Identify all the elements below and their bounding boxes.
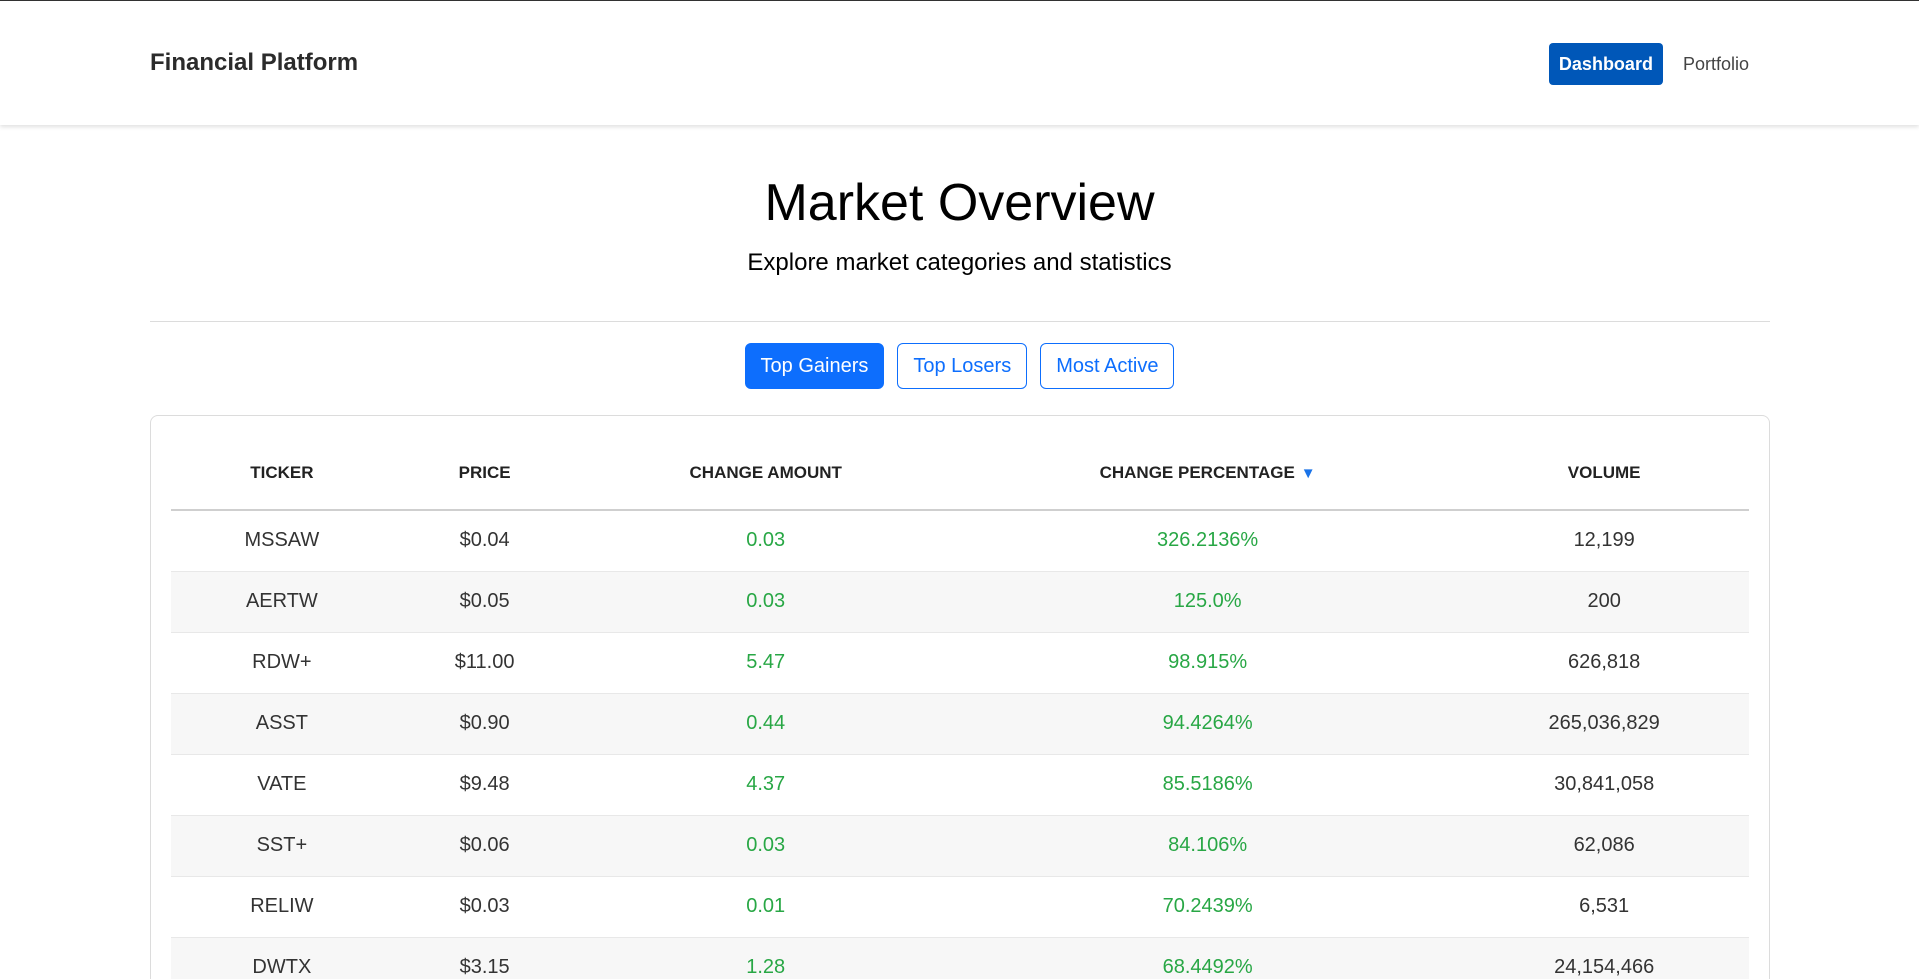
change-percentage-cell: 84.106% — [955, 815, 1460, 877]
price-cell: $0.05 — [393, 571, 576, 633]
hero-section: Market Overview Explore market categorie… — [150, 125, 1770, 277]
change-percentage-cell: 94.4264% — [955, 693, 1460, 755]
price-cell: $9.48 — [393, 754, 576, 816]
change-amount-cell: 0.44 — [576, 693, 956, 755]
change-percentage-cell: 85.5186% — [955, 754, 1460, 816]
main-content: Market Overview Explore market categorie… — [149, 125, 1770, 979]
volume-cell: 265,036,829 — [1459, 693, 1749, 755]
change-amount-cell: 0.03 — [576, 510, 956, 572]
ticker-cell: DWTX — [170, 937, 394, 979]
tab-top-losers[interactable]: Top Losers — [897, 343, 1028, 389]
tab-most-active[interactable]: Most Active — [1040, 343, 1175, 389]
table-row[interactable]: SST+ $0.06 0.03 84.106% 62,086 — [170, 815, 1749, 877]
divider — [149, 321, 1770, 322]
change-amount-cell: 5.47 — [576, 632, 956, 694]
change-amount-cell: 0.03 — [576, 571, 956, 633]
nav-dashboard-button[interactable]: Dashboard — [1548, 43, 1663, 85]
change-percentage-cell: 326.2136% — [955, 510, 1460, 572]
table-row[interactable]: RDW+ $11.00 5.47 98.915% 626,818 — [170, 632, 1749, 694]
table-row[interactable]: DWTX $3.15 1.28 68.4492% 24,154,466 — [170, 937, 1749, 979]
volume-cell: 6,531 — [1459, 876, 1749, 938]
change-percentage-cell: 70.2439% — [955, 876, 1460, 938]
brand-title[interactable]: Financial Platform — [150, 49, 359, 76]
volume-cell: 30,841,058 — [1459, 754, 1749, 816]
table-body: MSSAW $0.04 0.03 326.2136% 12,199 AERTW $0.05 0… — [170, 510, 1749, 979]
volume-cell: 24,154,466 — [1459, 937, 1749, 979]
change-amount-cell: 4.37 — [576, 754, 956, 816]
table-row[interactable]: RELIW $0.03 0.01 70.2439% 6,531 — [170, 876, 1749, 938]
price-cell: $0.90 — [393, 693, 576, 755]
ticker-cell: RDW+ — [170, 632, 394, 694]
table-row[interactable]: ASST $0.90 0.44 94.4264% 265,036,829 — [170, 693, 1749, 755]
column-header-price[interactable]: Price — [393, 436, 576, 511]
change-percentage-cell: 68.4492% — [955, 937, 1460, 979]
change-amount-cell: 1.28 — [576, 937, 956, 979]
top-navbar: Financial Platform Dashboard Portfolio — [0, 1, 1919, 125]
price-cell: $0.06 — [393, 815, 576, 877]
ticker-cell: SST+ — [170, 815, 394, 877]
nav-links: Dashboard Portfolio — [1548, 43, 1759, 85]
price-cell: $0.03 — [393, 876, 576, 938]
change-percentage-cell: 125.0% — [955, 571, 1460, 633]
ticker-cell: RELIW — [170, 876, 394, 938]
ticker-cell: AERTW — [170, 571, 394, 633]
tab-top-gainers[interactable]: Top Gainers — [744, 343, 885, 389]
ticker-cell: VATE — [170, 754, 394, 816]
column-header-change-percentage[interactable]: Change Percentage ▼ — [955, 436, 1460, 511]
market-table: Ticker Price Change Amount Change Percen… — [170, 436, 1749, 979]
price-cell: $11.00 — [393, 632, 576, 694]
table-header-row: Ticker Price Change Amount Change Percen… — [170, 436, 1749, 511]
ticker-cell: MSSAW — [170, 510, 394, 572]
volume-cell: 626,818 — [1459, 632, 1749, 694]
volume-cell: 62,086 — [1459, 815, 1749, 877]
page-title: Market Overview — [764, 174, 1155, 232]
column-header-ticker[interactable]: Ticker — [170, 436, 394, 511]
page-subtitle: Explore market categories and statistics — [747, 249, 1172, 276]
change-amount-cell: 0.03 — [576, 815, 956, 877]
column-header-change-amount[interactable]: Change Amount — [576, 436, 956, 511]
change-percentage-cell: 98.915% — [955, 632, 1460, 694]
change-amount-cell: 0.01 — [576, 876, 956, 938]
category-tabs: Top Gainers Top Losers Most Active — [150, 343, 1770, 389]
table-row[interactable]: MSSAW $0.04 0.03 326.2136% 12,199 — [170, 510, 1749, 572]
nav-portfolio-button[interactable]: Portfolio — [1673, 43, 1759, 85]
volume-cell: 12,199 — [1459, 510, 1749, 572]
volume-cell: 200 — [1459, 571, 1749, 633]
price-cell: $3.15 — [393, 937, 576, 979]
market-table-card: Ticker Price Change Amount Change Percen… — [149, 415, 1770, 979]
sort-desc-icon: ▼ — [1300, 464, 1316, 482]
table-row[interactable]: AERTW $0.05 0.03 125.0% 200 — [170, 571, 1749, 633]
price-cell: $0.04 — [393, 510, 576, 572]
ticker-cell: ASST — [170, 693, 394, 755]
column-header-volume[interactable]: Volume — [1459, 436, 1749, 511]
table-row[interactable]: VATE $9.48 4.37 85.5186% 30,841,058 — [170, 754, 1749, 816]
